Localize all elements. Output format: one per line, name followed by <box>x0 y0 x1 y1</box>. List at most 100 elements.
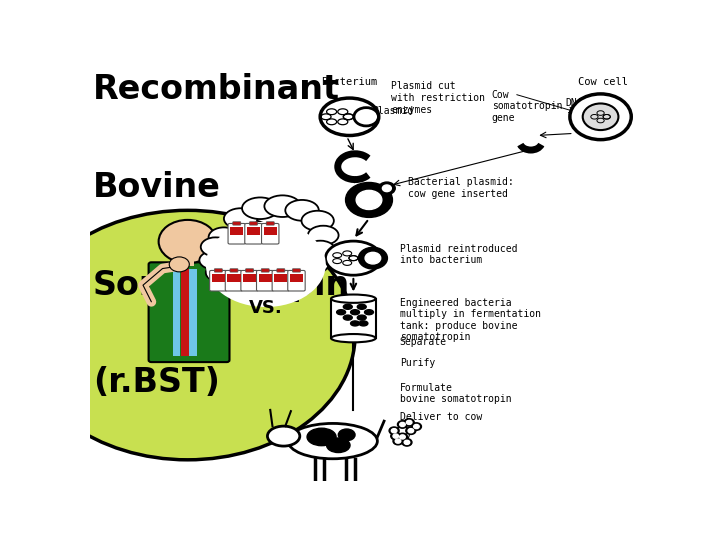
Circle shape <box>400 422 405 427</box>
FancyBboxPatch shape <box>233 222 240 225</box>
Ellipse shape <box>201 238 230 256</box>
Ellipse shape <box>298 255 328 274</box>
FancyBboxPatch shape <box>228 274 240 281</box>
FancyBboxPatch shape <box>277 269 285 272</box>
Text: Cow cell: Cow cell <box>578 77 629 87</box>
FancyBboxPatch shape <box>264 227 276 234</box>
FancyBboxPatch shape <box>292 269 300 272</box>
Text: Formulate
bovine somatotropin: Formulate bovine somatotropin <box>400 383 511 404</box>
Circle shape <box>413 424 419 429</box>
Circle shape <box>346 183 392 218</box>
FancyBboxPatch shape <box>258 274 271 281</box>
FancyBboxPatch shape <box>230 269 238 272</box>
Text: DNA: DNA <box>565 98 583 108</box>
Ellipse shape <box>267 426 300 446</box>
Circle shape <box>391 433 401 440</box>
Ellipse shape <box>357 315 366 320</box>
Circle shape <box>404 418 414 426</box>
FancyBboxPatch shape <box>272 271 289 291</box>
FancyBboxPatch shape <box>241 271 258 291</box>
Text: Plasmid cut
with restriction
enzymes: Plasmid cut with restriction enzymes <box>392 82 485 114</box>
Ellipse shape <box>285 200 319 221</box>
Ellipse shape <box>302 211 334 231</box>
Ellipse shape <box>364 310 374 315</box>
Circle shape <box>218 242 224 246</box>
Ellipse shape <box>325 241 382 275</box>
Ellipse shape <box>264 195 301 217</box>
FancyBboxPatch shape <box>288 271 305 291</box>
FancyBboxPatch shape <box>261 224 279 244</box>
Ellipse shape <box>331 294 376 303</box>
Circle shape <box>212 249 220 255</box>
Ellipse shape <box>307 428 336 446</box>
Text: Bacterial plasmid:
cow gene inserted: Bacterial plasmid: cow gene inserted <box>408 177 514 199</box>
Circle shape <box>158 220 217 263</box>
Circle shape <box>169 257 189 272</box>
FancyBboxPatch shape <box>212 274 225 281</box>
FancyBboxPatch shape <box>225 271 243 291</box>
Circle shape <box>20 210 355 460</box>
Ellipse shape <box>338 429 355 441</box>
Circle shape <box>359 247 387 269</box>
Ellipse shape <box>283 267 315 285</box>
FancyBboxPatch shape <box>148 262 230 362</box>
Text: Cow
somatotropin
gene: Cow somatotropin gene <box>492 90 562 123</box>
Circle shape <box>406 427 416 435</box>
Circle shape <box>393 437 403 445</box>
Circle shape <box>392 429 397 433</box>
Ellipse shape <box>320 98 379 136</box>
Circle shape <box>411 423 421 430</box>
Text: Plasmid reintroduced
into bacterium: Plasmid reintroduced into bacterium <box>400 244 517 265</box>
FancyBboxPatch shape <box>274 274 287 281</box>
Ellipse shape <box>224 208 258 229</box>
Ellipse shape <box>343 305 352 309</box>
Text: Deliver to cow: Deliver to cow <box>400 412 482 422</box>
FancyBboxPatch shape <box>228 224 246 244</box>
Text: Plasmid: Plasmid <box>372 106 413 117</box>
Text: Bacterium: Bacterium <box>322 77 378 87</box>
Ellipse shape <box>220 272 253 290</box>
Ellipse shape <box>209 227 239 247</box>
Circle shape <box>395 439 401 443</box>
Text: Recombinant: Recombinant <box>93 73 340 106</box>
FancyBboxPatch shape <box>246 269 253 272</box>
Ellipse shape <box>337 310 346 315</box>
FancyBboxPatch shape <box>215 269 222 272</box>
Ellipse shape <box>351 321 359 326</box>
Ellipse shape <box>242 198 279 219</box>
Ellipse shape <box>288 423 377 459</box>
FancyBboxPatch shape <box>181 258 194 266</box>
Circle shape <box>379 182 395 194</box>
FancyBboxPatch shape <box>230 227 243 234</box>
Text: Separate: Separate <box>400 337 446 347</box>
Text: Purify: Purify <box>400 358 435 368</box>
Circle shape <box>389 427 399 435</box>
FancyBboxPatch shape <box>290 274 303 281</box>
FancyBboxPatch shape <box>256 271 274 291</box>
Circle shape <box>356 191 382 210</box>
FancyBboxPatch shape <box>210 271 227 291</box>
FancyBboxPatch shape <box>247 227 260 234</box>
Ellipse shape <box>209 224 323 305</box>
Text: Somatotropin: Somatotropin <box>93 268 350 301</box>
Circle shape <box>202 256 213 265</box>
Circle shape <box>582 104 618 130</box>
Ellipse shape <box>343 315 352 320</box>
Ellipse shape <box>331 334 376 342</box>
Ellipse shape <box>351 310 359 315</box>
FancyBboxPatch shape <box>261 269 269 272</box>
Ellipse shape <box>359 321 368 326</box>
Circle shape <box>393 434 399 438</box>
Circle shape <box>404 440 410 444</box>
Ellipse shape <box>262 273 297 291</box>
FancyBboxPatch shape <box>331 299 376 338</box>
FancyBboxPatch shape <box>181 268 189 356</box>
Circle shape <box>365 252 381 264</box>
Text: Bovine: Bovine <box>93 171 220 204</box>
Circle shape <box>382 185 392 192</box>
Ellipse shape <box>308 226 338 245</box>
Circle shape <box>570 94 631 140</box>
Ellipse shape <box>199 251 228 269</box>
Circle shape <box>400 435 405 439</box>
Ellipse shape <box>306 241 335 259</box>
